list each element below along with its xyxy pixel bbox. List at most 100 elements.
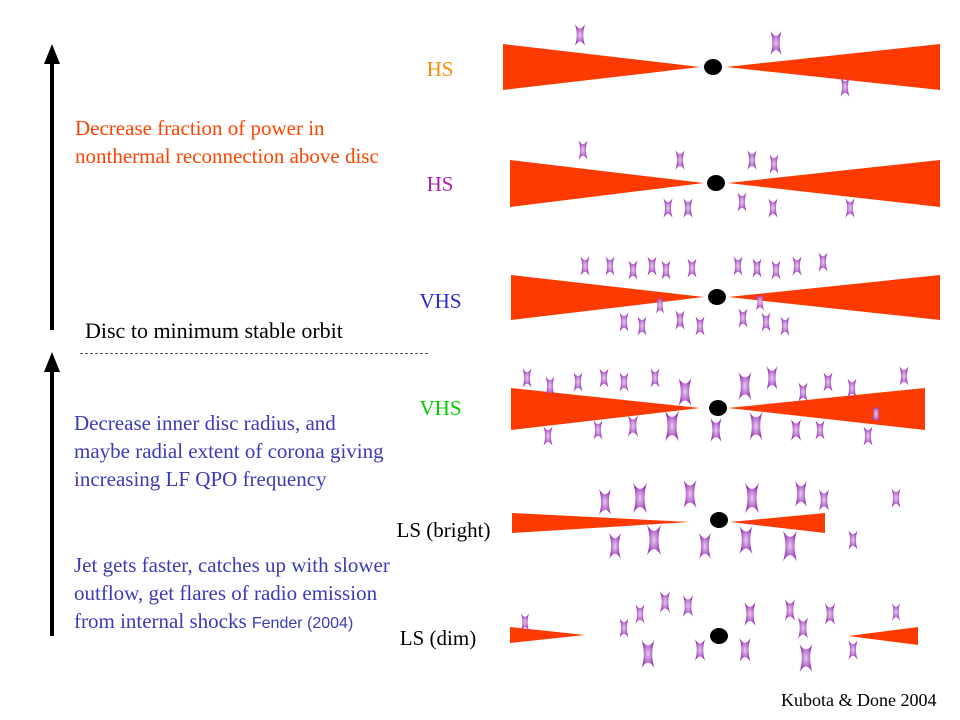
flare-loop bbox=[683, 479, 697, 509]
flare-loop bbox=[798, 617, 808, 639]
flare-loop bbox=[819, 489, 829, 511]
flare-loop bbox=[891, 488, 901, 508]
disc-row-vhs-lower bbox=[511, 388, 925, 430]
flare-loop bbox=[770, 30, 782, 56]
flare-loop bbox=[739, 525, 753, 555]
flare-loop bbox=[628, 415, 638, 437]
flare-loop bbox=[522, 368, 532, 388]
flare-loop bbox=[738, 308, 748, 328]
flare-loop bbox=[656, 296, 664, 314]
flare-loop bbox=[747, 150, 757, 170]
disc-left-wedge bbox=[503, 44, 700, 90]
flare-loop bbox=[744, 601, 756, 627]
flare-loop bbox=[756, 293, 764, 311]
flare-loop bbox=[771, 260, 781, 280]
flare-loop bbox=[637, 316, 647, 336]
flare-loop bbox=[663, 198, 673, 218]
flare-loop bbox=[738, 371, 752, 401]
disc-right-wedge bbox=[726, 44, 940, 90]
flare-loop bbox=[599, 368, 609, 388]
flare-loop bbox=[580, 256, 590, 276]
flare-loop bbox=[605, 256, 615, 276]
flare-loop bbox=[660, 591, 670, 613]
flare-loop bbox=[619, 372, 629, 392]
flare-loop bbox=[650, 368, 660, 388]
upper-caption: Decrease fraction of power in nonthermal… bbox=[75, 116, 379, 168]
upper-arrow bbox=[44, 44, 60, 330]
flare-loop bbox=[573, 372, 583, 392]
flare-loop bbox=[619, 618, 629, 638]
state-label-vhs-upper: VHS bbox=[419, 289, 462, 313]
state-label-vhs-lower: VHS bbox=[419, 396, 462, 420]
flare-loop bbox=[761, 312, 771, 332]
boundary-label: Disc to minimum stable orbit bbox=[85, 318, 343, 343]
flare-loop bbox=[823, 372, 833, 392]
flare-loop bbox=[745, 482, 759, 514]
flare-loop bbox=[847, 378, 857, 398]
coronal-flares bbox=[521, 24, 909, 673]
flare-loop bbox=[609, 532, 621, 560]
flare-loop bbox=[619, 312, 629, 332]
flare-loop bbox=[892, 603, 900, 621]
flare-loop bbox=[695, 316, 705, 336]
flare-loop bbox=[683, 198, 693, 218]
flare-loop bbox=[593, 420, 603, 440]
disc-row-ls-dim bbox=[510, 627, 918, 645]
flare-loop bbox=[795, 480, 807, 508]
disc-row-ls-bright bbox=[512, 512, 825, 533]
flare-loop bbox=[661, 260, 671, 280]
flare-loop bbox=[791, 419, 801, 441]
flare-loop bbox=[647, 256, 657, 276]
state-label-hs-second: HS bbox=[426, 172, 454, 196]
lower-caption-jet-ref: Fender (2004) bbox=[251, 615, 354, 632]
flare-loop bbox=[752, 258, 762, 278]
flare-loop bbox=[749, 411, 763, 441]
flare-loop bbox=[766, 365, 778, 391]
flare-loop bbox=[798, 382, 808, 402]
flare-loop bbox=[628, 260, 638, 280]
flare-loop bbox=[845, 198, 855, 218]
flare-loop bbox=[739, 637, 751, 663]
boundary-divider bbox=[80, 353, 428, 354]
flare-loop bbox=[768, 198, 778, 218]
flare-loop bbox=[815, 420, 825, 440]
flare-loop bbox=[848, 530, 858, 550]
state-label-hs-top: HS bbox=[426, 57, 454, 81]
flare-loop bbox=[675, 150, 685, 170]
state-label-ls-dim: LS (dim) bbox=[399, 626, 477, 650]
flare-loop bbox=[799, 643, 813, 673]
flare-loop bbox=[899, 366, 909, 386]
lower-caption-jet-text: Jet gets faster, catches up with slower … bbox=[74, 553, 390, 633]
flare-loop bbox=[678, 377, 692, 407]
flare-loop bbox=[633, 482, 647, 514]
flare-loop bbox=[783, 530, 797, 562]
disc-row-hs-second bbox=[510, 160, 940, 207]
flare-loop bbox=[733, 256, 743, 276]
flare-loop bbox=[665, 410, 679, 442]
lower-caption-jet: Jet gets faster, catches up with slower … bbox=[74, 551, 404, 638]
state-label-ls-bright: LS (bright) bbox=[396, 518, 491, 542]
flare-loop bbox=[840, 77, 850, 97]
flare-loop bbox=[780, 316, 790, 336]
flare-loop bbox=[635, 604, 645, 624]
flare-loop bbox=[863, 426, 873, 446]
flare-loop bbox=[543, 426, 553, 446]
flare-loop bbox=[699, 532, 711, 560]
flare-loop bbox=[683, 595, 693, 617]
flare-loop bbox=[848, 640, 858, 660]
flare-loop bbox=[818, 252, 828, 272]
disc-row-hs-top bbox=[503, 44, 940, 90]
flare-loop bbox=[769, 154, 779, 174]
flare-loop bbox=[641, 639, 655, 669]
black-hole-dot bbox=[704, 59, 722, 75]
flare-loop bbox=[545, 376, 555, 396]
flare-loop bbox=[521, 613, 529, 631]
flare-loop bbox=[710, 417, 722, 443]
disc-row-vhs-upper bbox=[511, 275, 940, 320]
flare-loop bbox=[825, 603, 835, 625]
flare-loop bbox=[687, 258, 697, 278]
credit: Kubota & Done 2004 bbox=[781, 690, 937, 710]
flare-loop bbox=[599, 488, 611, 516]
flare-loop bbox=[647, 524, 661, 556]
